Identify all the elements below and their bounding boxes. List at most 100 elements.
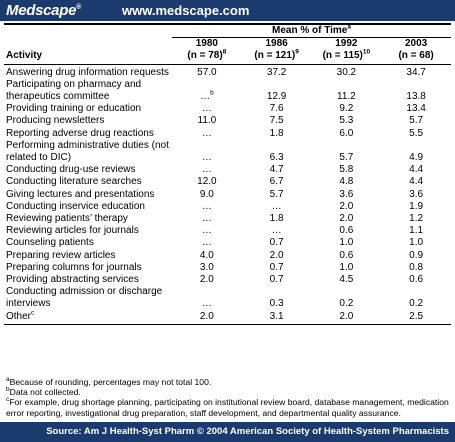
logo: Medscape® [6, 2, 81, 19]
value-cell: 5.7 [312, 140, 382, 164]
value: 6.0 [339, 127, 354, 139]
value-cell: 0.9 [381, 250, 451, 262]
value: 3.6 [339, 188, 354, 200]
footnote: bData not collected. [6, 387, 449, 398]
value-cell: 1.0 [312, 237, 382, 249]
value: 1.0 [409, 237, 424, 249]
header-bar: Medscape® www.medscape.com [0, 0, 455, 21]
source: Source: Am J Health-Syst Pharm © 2004 Am… [46, 426, 449, 437]
logo-text: Medscape [6, 2, 77, 19]
value-cell: 0.6 [381, 274, 451, 286]
value-cell: … [172, 140, 242, 164]
value: 9.0 [199, 188, 214, 200]
activity: Preparing columns for journals [6, 261, 142, 273]
column-header: 2003 (n = 68) [381, 37, 451, 65]
column-header: 1992 (n = 115)10 [311, 37, 382, 65]
table-row: Preparing review articles 4.0 2.0 0.6 0.9 [4, 250, 451, 262]
value: 3.0 [199, 261, 214, 273]
activity-cell: Reviewing patients’ therapy [4, 213, 172, 225]
value-cell: 6.3 [242, 140, 312, 164]
activity-cell: Conducting drug-use reviews [4, 164, 172, 176]
table-row: Reviewing patients’ therapy … 1.8 2.0 1.2 [4, 213, 451, 225]
value-cell: 1.0 [312, 262, 382, 274]
value-cell: 5.5 [381, 128, 451, 140]
footnote-text: For example, drug shortage planning, par… [6, 397, 449, 418]
value-cell: 3.0 [172, 262, 242, 274]
value: 0.7 [269, 237, 284, 249]
activity-cell: Reporting adverse drug reactions [4, 128, 172, 140]
value: 2.0 [269, 249, 284, 261]
value: … [271, 225, 282, 237]
column-year: 1980 [195, 38, 218, 50]
value-cell: 7.6 [242, 103, 312, 115]
activity: Reporting adverse drug reactions [6, 127, 154, 139]
table-row: Conducting literature searches 12.0 6.7 4.8… [4, 176, 451, 188]
value-cell: 11.0 [172, 115, 242, 127]
table-row: Counseling patients … 0.7 1.0 1.0 [4, 237, 451, 249]
value: 2.0 [199, 274, 214, 286]
column-year: 1986 [265, 38, 288, 50]
value-cell: …b [172, 79, 242, 103]
value: 0.6 [339, 249, 354, 261]
footnotes: aBecause of rounding, percentages may no… [6, 376, 449, 418]
footer-bar: Source: Am J Health-Syst Pharm © 2004 Am… [0, 422, 455, 442]
activity-cell: Giving lectures and presentations [4, 189, 172, 201]
value-cell: 4.4 [381, 176, 451, 188]
activity: Conducting inservice education [6, 200, 145, 212]
value: 0.6 [339, 225, 354, 237]
value: 7.6 [269, 103, 284, 115]
activity-cell: Reviewing articles for journals [4, 225, 172, 237]
footnote-text: Because of rounding, percentages may not… [9, 377, 212, 387]
table-row: Providing training or education … 7.6 9.2 13… [4, 103, 451, 115]
value-cell: 11.2 [312, 79, 382, 103]
value: 1.8 [269, 127, 284, 139]
table-row: Giving lectures and presentations 9.0 5.7 3… [4, 189, 451, 201]
footnote-ref: a [347, 23, 351, 31]
table-row: Otherc 2.0 3.1 2.0 2.5 [4, 309, 451, 325]
value: 1.0 [339, 237, 354, 249]
value: … [201, 237, 212, 249]
activity: Reviewing patients’ therapy [6, 213, 128, 225]
blank-cell [4, 24, 172, 38]
value: 2.0 [339, 213, 354, 225]
value: … [200, 91, 211, 103]
value-cell: 4.8 [312, 176, 382, 188]
value-cell: 1.1 [381, 225, 451, 237]
value-cell: … [172, 103, 242, 115]
value-cell: 2.0 [172, 310, 242, 325]
value-cell: 0.6 [312, 250, 382, 262]
value: 5.7 [269, 188, 284, 200]
reference: 8 [222, 49, 227, 57]
activity: Answering drug information requests [6, 66, 169, 78]
value: 2.0 [339, 310, 354, 322]
column-header: 1980 (n = 78)8 [172, 37, 242, 65]
activity-cell: Participating on pharmacy and therapeuti… [4, 79, 172, 103]
value-cell: 12.9 [242, 79, 312, 103]
value: 0.7 [269, 274, 284, 286]
activity-cell: Otherc [4, 309, 172, 325]
value: 2.0 [339, 200, 354, 212]
activity: Conducting drug-use reviews [6, 164, 136, 176]
value-cell: 7.5 [242, 115, 312, 127]
value: 0.3 [269, 298, 284, 310]
footnote-mark: a [6, 376, 10, 384]
table-row: Participating on pharmacy and therapeuti… [4, 79, 451, 103]
group-header: Mean % of Timea [172, 23, 451, 39]
value-cell: 1.2 [381, 213, 451, 225]
activity-cell: Preparing columns for journals [4, 262, 172, 274]
value-cell: 4.4 [381, 164, 451, 176]
activity: Producing newsletters [6, 115, 105, 127]
value-cell: 6.0 [312, 128, 382, 140]
value: 30.2 [336, 66, 357, 78]
value: … [201, 103, 212, 115]
value: 5.7 [339, 152, 354, 164]
footnote-ref: c [31, 309, 35, 317]
value: 3.6 [409, 188, 424, 200]
table-body: Answering drug information requests 57.0 3… [4, 64, 451, 325]
value-cell: 4.5 [312, 274, 382, 286]
table-row: Producing newsletters 11.0 7.5 5.3 5.7 [4, 115, 451, 127]
table-row: Preparing columns for journals 3.0 0.7 1.0 0… [4, 262, 451, 274]
value-cell: … [172, 225, 242, 237]
value: 9.2 [339, 103, 354, 115]
value: 5.8 [339, 164, 354, 176]
